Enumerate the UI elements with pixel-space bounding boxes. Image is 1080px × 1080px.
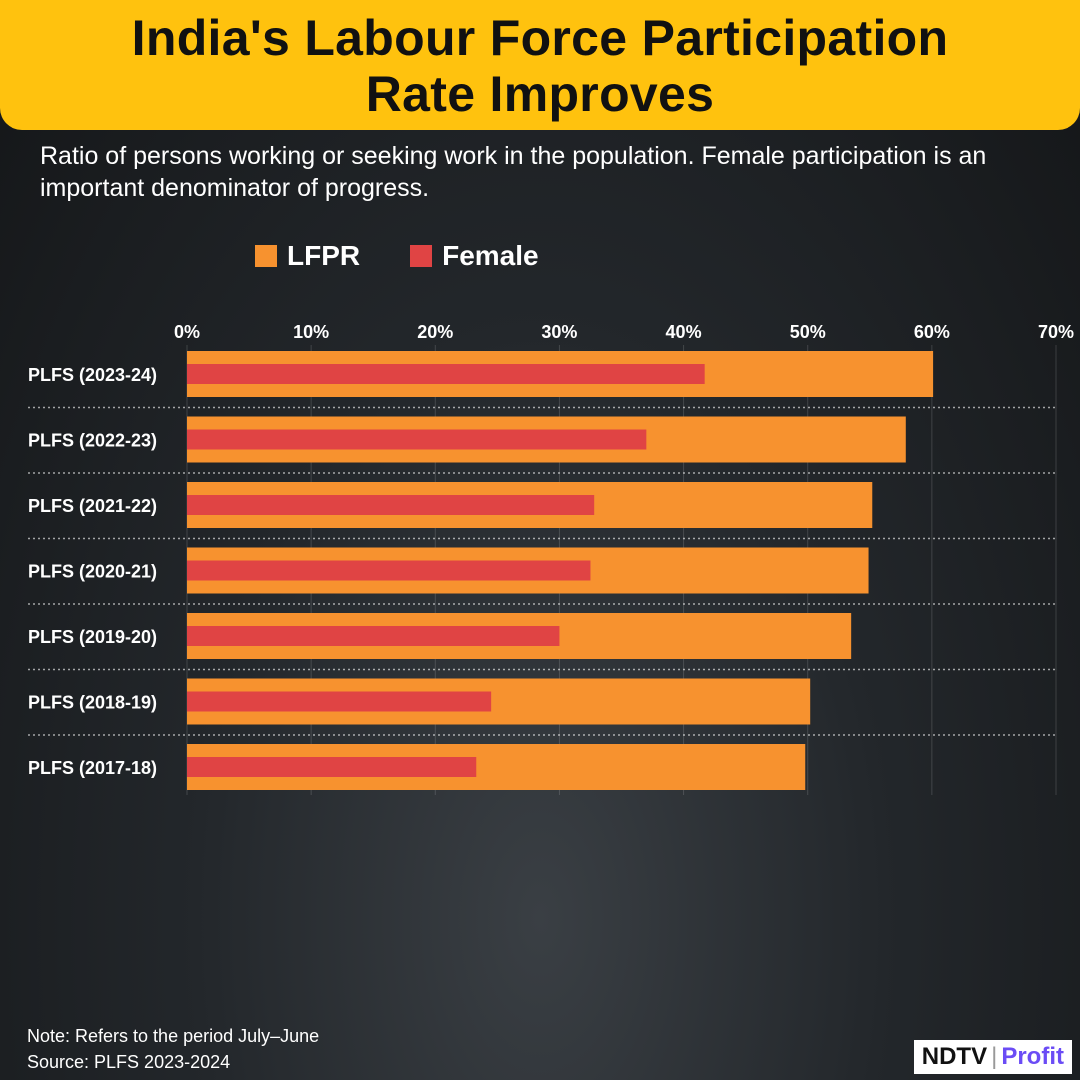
category-label: PLFS (2022-23) bbox=[28, 431, 157, 451]
bar-female bbox=[187, 429, 647, 450]
x-tick-label: 50% bbox=[790, 322, 826, 342]
legend-swatch-female bbox=[410, 245, 433, 267]
ndtv-profit-logo: NDTV | Profit bbox=[913, 1040, 1072, 1074]
x-tick-label: 40% bbox=[666, 322, 702, 342]
footer-source: Source: PLFS 2023-2024 bbox=[27, 1052, 231, 1072]
bar-female bbox=[187, 364, 705, 384]
legend-item-lfpr: LFPR bbox=[255, 240, 360, 272]
x-tick-label: 60% bbox=[914, 322, 950, 342]
subtitle: Ratio of persons working or seeking work… bbox=[40, 142, 987, 202]
x-tick-label: 0% bbox=[174, 322, 200, 342]
bar-female bbox=[187, 495, 595, 515]
title-line-1: India's Labour Force Participation bbox=[131, 10, 949, 66]
x-tick-label: 30% bbox=[541, 322, 577, 342]
logo-brand: NDTV bbox=[921, 1043, 988, 1070]
category-label: PLFS (2020-21) bbox=[28, 562, 157, 582]
footer-note: Note: Refers to the period July–June bbox=[27, 1026, 320, 1046]
x-tick-label: 20% bbox=[417, 322, 453, 342]
category-label: PLFS (2023-24) bbox=[28, 365, 157, 385]
legend-label-lfpr: LFPR bbox=[287, 240, 361, 271]
category-label: PLFS (2019-20) bbox=[28, 627, 157, 647]
category-label: PLFS (2018-19) bbox=[28, 693, 157, 713]
legend-swatch-lfpr bbox=[255, 245, 277, 267]
x-tick-label: 70% bbox=[1038, 322, 1074, 342]
legend-label-female: Female bbox=[442, 240, 539, 271]
x-tick-label: 10% bbox=[293, 322, 329, 342]
bar-female bbox=[187, 560, 591, 581]
title-line-2: Rate Improves bbox=[365, 66, 715, 122]
category-label: PLFS (2021-22) bbox=[28, 496, 157, 516]
bar-female bbox=[187, 757, 477, 777]
legend-item-female: Female bbox=[410, 240, 539, 272]
bar-female bbox=[187, 626, 560, 646]
title-banner: India's Labour Force Participation Rate … bbox=[0, 0, 1080, 130]
bar-female bbox=[187, 691, 492, 712]
logo-product: Profit bbox=[1001, 1043, 1064, 1070]
legend: LFPR Female bbox=[255, 240, 539, 272]
category-label: PLFS (2017-18) bbox=[28, 758, 157, 778]
